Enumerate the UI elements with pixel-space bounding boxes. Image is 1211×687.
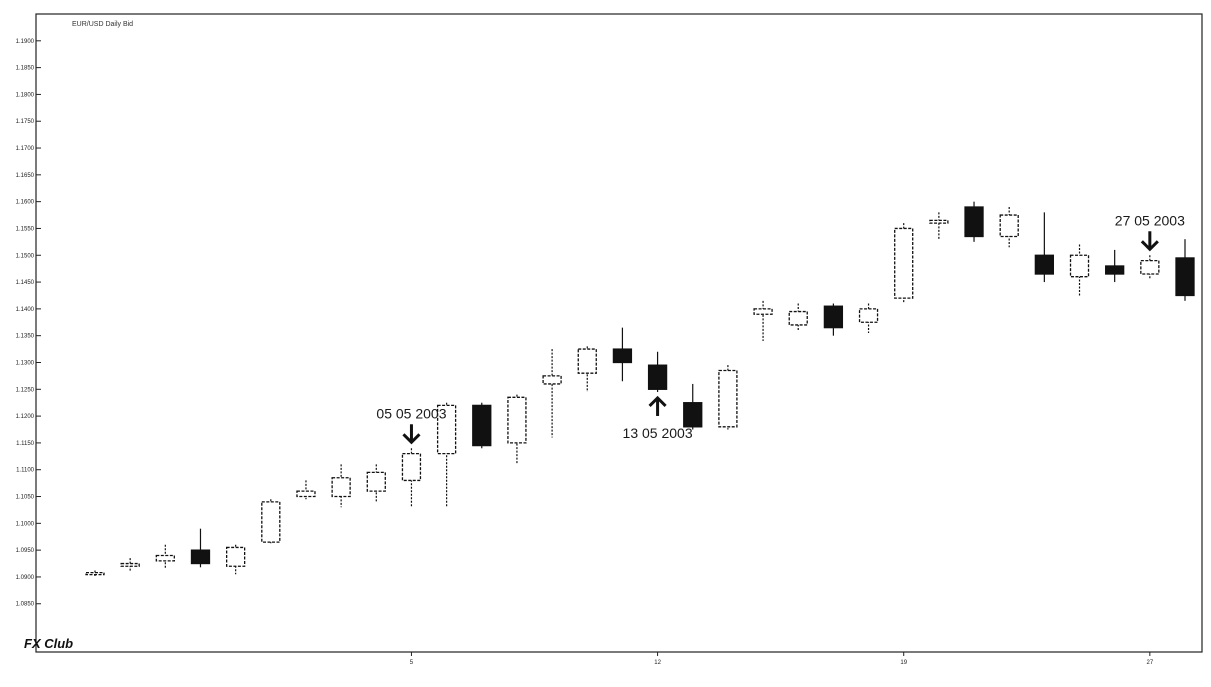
y-tick-label: 1.1500 — [16, 253, 35, 259]
candle-body — [612, 348, 633, 364]
y-tick-label: 1.1200 — [16, 414, 35, 420]
candle-body — [331, 477, 351, 498]
y-tick-label: 1.1800 — [16, 92, 35, 98]
annotation-arrowhead — [1140, 240, 1159, 252]
x-tick-label: 12 — [654, 660, 661, 666]
y-tick-label: 1.1550 — [16, 226, 35, 232]
y-tick-label: 1.1250 — [16, 387, 35, 393]
candle-body — [894, 227, 914, 299]
candle-body — [823, 305, 844, 329]
candle-body — [190, 549, 211, 565]
x-tick-label: 5 — [410, 660, 414, 666]
y-tick-label: 1.0900 — [16, 575, 35, 581]
annotation-label: 05 05 2003 — [376, 405, 446, 421]
candle-body — [1069, 254, 1090, 278]
candle-body — [120, 562, 140, 567]
candle-body — [788, 310, 808, 326]
y-tick-label: 1.1600 — [16, 200, 35, 206]
candle-body — [1034, 254, 1055, 275]
candle-body — [753, 308, 773, 315]
candle-body — [542, 375, 562, 385]
candle-body — [225, 546, 246, 567]
y-tick-label: 1.0950 — [16, 548, 35, 554]
y-axis: 1.1900 1.1850 1.1800 1.1750 1.1700 1.1650 1.16… — [16, 39, 41, 608]
chart-header: EUR/USD Daily Bid — [72, 21, 133, 28]
candle-body — [1105, 265, 1125, 275]
candle-body — [85, 572, 105, 576]
logo: FX Club — [24, 636, 73, 651]
y-tick-label: 1.1400 — [16, 307, 35, 313]
candle-body — [683, 402, 703, 428]
candle-body — [718, 369, 738, 428]
annotation-arrowhead — [648, 395, 667, 408]
candle-body — [296, 490, 316, 498]
y-tick-label: 1.1700 — [16, 146, 35, 152]
candle-body — [1140, 259, 1160, 275]
y-tick-label: 1.1450 — [16, 280, 35, 286]
candle-body — [577, 348, 597, 374]
logo-text: FX Club — [24, 636, 73, 651]
candle-body — [507, 396, 527, 444]
y-tick-label: 1.1000 — [16, 521, 35, 527]
annotation-arrowhead — [402, 433, 421, 445]
y-tick-label: 1.1850 — [16, 66, 35, 72]
plot-border — [35, 13, 1203, 653]
y-tick-label: 1.1050 — [16, 495, 35, 501]
candle-body — [401, 452, 422, 482]
candle-body — [472, 404, 492, 447]
candle-body — [155, 554, 175, 562]
candle-body — [647, 364, 668, 390]
y-tick-label: 1.1900 — [16, 39, 35, 45]
candles — [85, 201, 1195, 577]
candle-body — [858, 308, 879, 323]
y-tick-label: 1.1650 — [16, 173, 35, 179]
x-tick-label: 27 — [1146, 660, 1153, 666]
y-tick-label: 1.1750 — [16, 119, 35, 125]
annotation-label: 13 05 2003 — [623, 425, 693, 441]
annotations: 05 05 2003 13 05 2003 27 05 2003 — [376, 212, 1185, 445]
candle-body — [999, 214, 1019, 238]
candle-body — [436, 404, 457, 455]
y-tick-label: 1.1350 — [16, 334, 35, 340]
x-tick-label: 19 — [900, 660, 907, 666]
candle-body — [1175, 257, 1195, 297]
y-tick-label: 1.1100 — [16, 468, 35, 474]
y-tick-label: 1.0850 — [16, 602, 35, 608]
candle-body — [964, 206, 984, 238]
y-tick-label: 1.1150 — [16, 441, 35, 447]
annotation-label: 27 05 2003 — [1115, 212, 1185, 228]
y-tick-label: 1.1300 — [16, 360, 35, 366]
candle-body — [929, 219, 949, 224]
candle-body — [366, 471, 386, 492]
candle-body — [261, 501, 281, 543]
x-axis: 512192729 — [36, 651, 1202, 666]
